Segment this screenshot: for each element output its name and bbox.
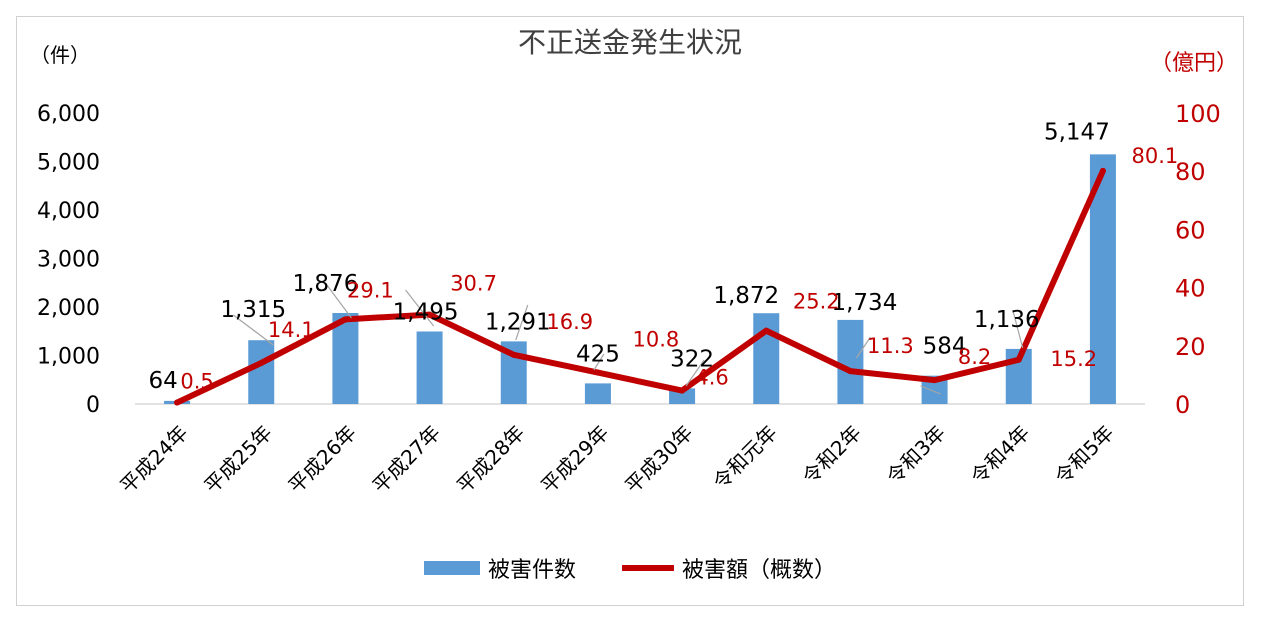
bar	[753, 313, 780, 404]
x-tick-label: 平成29年	[536, 421, 613, 498]
line-point	[342, 316, 349, 323]
y-right-tick-label: 80	[1175, 158, 1206, 186]
bar-data-label: 1,495	[393, 299, 459, 325]
x-tick-label: 令和4年	[966, 421, 1034, 489]
x-tick-label: 平成27年	[368, 421, 445, 498]
bar	[584, 383, 611, 404]
line-data-label: 29.1	[347, 278, 394, 302]
y-right-tick-label: 20	[1175, 333, 1206, 361]
bar-data-label: 1,315	[220, 297, 286, 323]
bar-data-label: 425	[576, 341, 620, 367]
label-leader-line	[920, 385, 941, 395]
line-data-label: 10.8	[633, 328, 680, 352]
legend-label-line: 被害額（概数）	[682, 558, 836, 583]
y-left-tick-label: 1,000	[37, 345, 100, 370]
bar-data-label: 1,876	[292, 271, 358, 297]
y-right-tick-label: 40	[1175, 275, 1206, 303]
label-leader-line	[515, 304, 529, 341]
line-point	[258, 359, 265, 366]
line-path	[174, 167, 1106, 406]
x-tick-label: 平成28年	[452, 421, 529, 498]
line-data-label: 16.9	[546, 310, 593, 334]
line-data-label: 30.7	[450, 272, 497, 296]
label-leader-line	[855, 336, 871, 359]
right-axis-unit: （億円）	[1150, 51, 1238, 76]
x-tick-label: 令和5年	[1050, 421, 1118, 489]
label-leader-line	[232, 314, 274, 346]
line-point	[679, 387, 686, 394]
y-left-tick-label: 2,000	[37, 296, 100, 321]
chart-title: 不正送金発生状況	[518, 26, 742, 59]
line-data-label: 0.5	[180, 370, 213, 394]
y-left-tick-label: 4,000	[37, 199, 100, 224]
x-tick-label: 平成24年	[115, 421, 192, 498]
y-right-tick-label: 60	[1175, 216, 1206, 244]
line-point	[1015, 356, 1022, 363]
legend-swatch-bar	[424, 561, 480, 575]
x-tick-label: 平成26年	[284, 421, 361, 498]
bar	[332, 313, 359, 404]
line-point	[594, 369, 601, 376]
line-data-label: 14.1	[268, 318, 315, 342]
bar-data-label: 1,734	[831, 290, 897, 316]
line-data-label: 25.2	[793, 290, 840, 314]
label-leader-line	[685, 359, 705, 387]
legend: 被害件数 被害額（概数）	[424, 558, 836, 583]
line-point	[931, 377, 938, 384]
line-point	[174, 399, 181, 406]
label-leader-line	[405, 289, 435, 327]
y-left-tick-label: 6,000	[37, 102, 100, 127]
bar-data-label: 1,872	[713, 283, 779, 309]
y-right-tick-label: 100	[1175, 100, 1221, 128]
label-leader-line	[324, 282, 352, 319]
x-tick-label: 令和3年	[882, 421, 950, 489]
bar	[248, 340, 275, 404]
line-data-label: 80.1	[1132, 144, 1179, 168]
line-point	[1099, 167, 1106, 174]
label-leader-line	[1012, 309, 1024, 349]
line-point	[510, 351, 517, 358]
x-tick-label: 令和元年	[708, 421, 782, 495]
label-leader-line	[593, 353, 605, 371]
bar-data-label: 64	[148, 368, 177, 394]
line-point	[763, 327, 770, 334]
x-tick-label: 平成25年	[199, 421, 276, 498]
line-data-label: 15.2	[1050, 347, 1097, 371]
bar-data-label: 584	[923, 334, 967, 360]
x-tick-label: 令和2年	[798, 421, 866, 489]
bar-data-label: 1,136	[974, 307, 1040, 333]
left-axis-unit: （件）	[30, 43, 90, 67]
line-data-label: 8.2	[958, 345, 991, 369]
y-left-tick-label: 5,000	[37, 151, 100, 176]
bar	[837, 319, 864, 404]
line-point	[847, 368, 854, 375]
line-point	[426, 311, 433, 318]
bar-series	[164, 154, 1116, 404]
y-left-tick-label: 0	[86, 393, 100, 418]
y-left-tick-label: 3,000	[37, 248, 100, 273]
x-tick-label: 平成30年	[620, 421, 697, 498]
bar-data-label: 1,291	[485, 309, 551, 335]
y-right-tick-label: 0	[1175, 391, 1190, 419]
bar-data-label: 5,147	[1044, 119, 1110, 145]
legend-label-bar: 被害件数	[488, 558, 576, 583]
bar-data-label: 322	[670, 346, 714, 372]
bar	[416, 331, 443, 404]
line-data-label: 11.3	[867, 334, 914, 358]
line-series	[174, 167, 1106, 406]
line-data-label: 4.6	[695, 366, 728, 390]
